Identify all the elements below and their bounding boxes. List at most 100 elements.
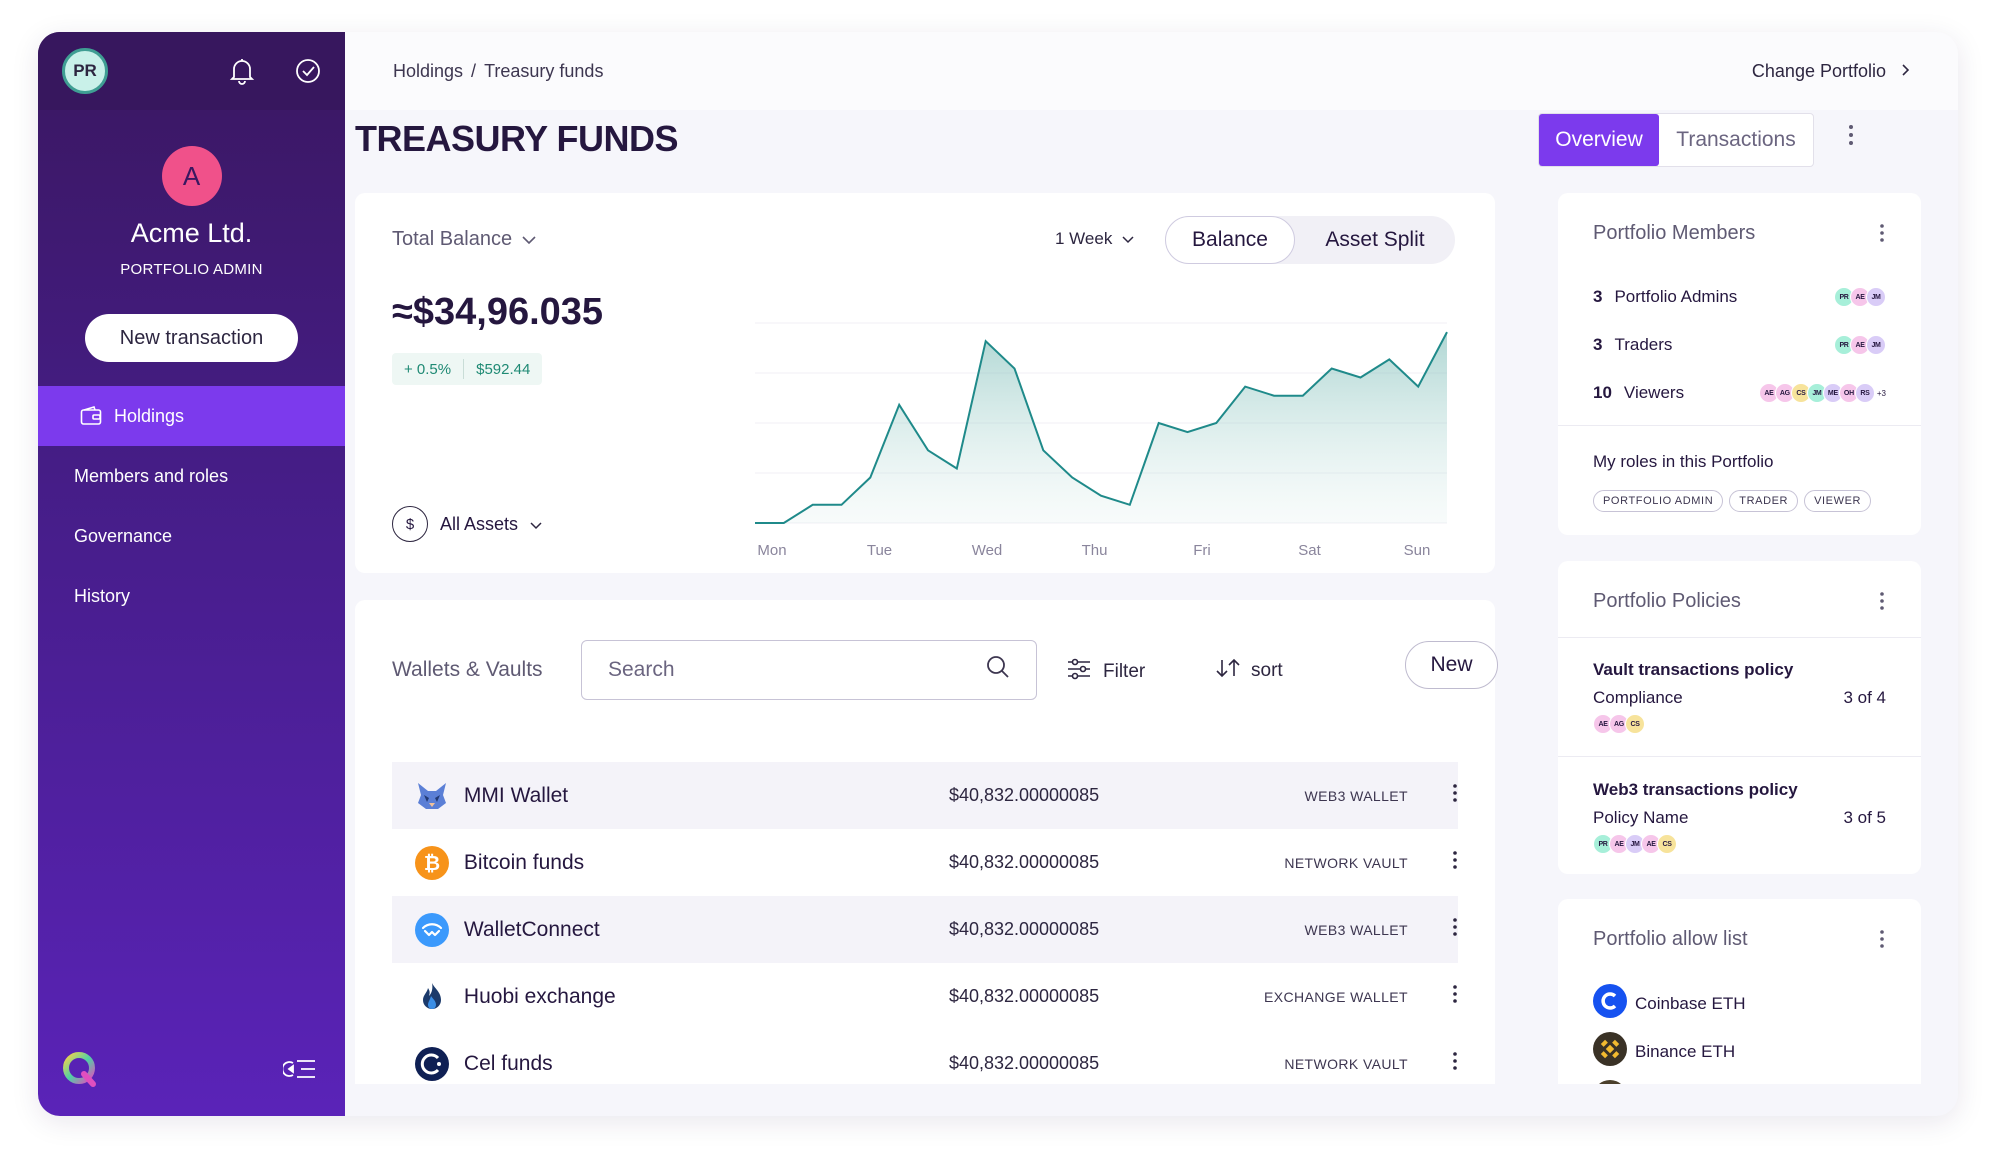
members-title: Portfolio Members [1593,222,1756,244]
policy-item[interactable]: Web3 transactions policy Policy Name 3 o… [1593,780,1886,854]
member-label: Traders [1614,335,1673,354]
wallet-amount: $40,832.00000085 [948,1053,1100,1073]
policy-name: Vault transactions policy [1593,660,1794,679]
sidebar-topbar: PR [38,32,345,110]
wallet-row[interactable]: ₿ Bitcoin funds $40,832.00000085 NETWORK… [392,829,1458,896]
period-select[interactable]: 1 Week [1055,229,1134,249]
wallet-name: MMI Wallet [463,783,569,807]
chart-area [755,332,1447,523]
members-more-icon[interactable] [1879,223,1885,248]
wallet-row[interactable]: Cel funds $40,832.00000085 NETWORK VAULT [392,1030,1458,1097]
avatar: JM [1866,287,1886,307]
allow-list-item[interactable]: Binance ETH [1593,1032,1735,1071]
toggle-asset-split[interactable]: Asset Split [1325,228,1425,251]
tab-overview[interactable]: Overview [1539,114,1659,166]
wallet-row[interactable]: WalletConnect $40,832.00000085 WEB3 WALL… [392,896,1458,963]
chart-x-tick-label: Thu [1082,542,1108,559]
avatar-stack: AE AG CS [1593,714,1886,734]
avatar-stack: PR AE JM [1834,335,1886,355]
check-circle-icon[interactable] [295,58,321,84]
sidebar-item-governance[interactable]: Governance [38,506,345,566]
row-more-icon[interactable] [1452,850,1458,876]
member-row-viewers[interactable]: 10 Viewers AE AG CS JM ME OH RS +3 [1593,383,1886,403]
policies-more-icon[interactable] [1879,591,1885,616]
wallet-name: Cel funds [463,1051,553,1075]
member-label: Portfolio Admins [1614,287,1738,306]
avatar-stack: AE AG CS JM ME OH RS +3 [1758,383,1886,403]
topbar: Holdings / Treasury funds Change Portfolio [345,32,1958,110]
allow-list-name: Coinbase ETH [1635,993,1746,1013]
avatar-more-count: +3 [1876,388,1886,398]
balance-card: Total Balance ≈$34,96.035 + 0.5% $592.44… [355,193,1495,573]
member-row-admins[interactable]: 3 Portfolio Admins PR AE JM [1593,287,1886,307]
allow-list-name: Binance ETH [1635,1041,1736,1061]
period-label: 1 Week [1055,229,1113,248]
my-roles-title: My roles in this Portfolio [1593,452,1774,471]
change-portfolio-link[interactable]: Change Portfolio [1752,61,1910,82]
avatar: AE [1850,287,1870,307]
balance-change-pct: + 0.5% [404,360,452,378]
breadcrumb-current: Treasury funds [484,60,604,81]
member-count: 3 [1593,287,1603,306]
breadcrumb: Holdings / Treasury funds [393,61,603,82]
portfolio-members-card: Portfolio Members 3 Portfolio Admins PR … [1558,193,1921,535]
new-transaction-button[interactable]: New transaction [85,314,298,362]
wallet-icon [80,406,102,426]
token-icon [1593,1080,1627,1084]
member-row-traders[interactable]: 3 Traders PR AE JM [1593,335,1886,355]
row-more-icon[interactable] [1452,917,1458,943]
org-block: A Acme Ltd. PORTFOLIO ADMIN [38,146,345,278]
wallet-row[interactable]: MMI Wallet $40,832.00000085 WEB3 WALLET [392,762,1458,829]
avatar: JM [1866,335,1886,355]
user-avatar[interactable]: PR [62,48,108,94]
allow-list-item[interactable]: Coinbase ETH [1593,984,1746,1023]
filter-button[interactable]: Filter [1067,658,1145,686]
sidebar-footer [60,1049,317,1094]
chart-x-tick-label: Wed [972,542,1003,559]
divider [463,359,465,379]
total-balance-dropdown[interactable]: Total Balance [392,228,536,251]
divider [1558,425,1921,426]
sidebar-item-holdings[interactable]: Holdings [38,386,345,446]
chevron-right-icon [1900,61,1910,82]
avatar: PR [1593,834,1613,854]
asset-filter-dropdown[interactable]: $ All Assets [392,506,542,542]
search-input[interactable]: Search [581,640,1037,700]
fox-icon [414,778,450,814]
sidebar-item-label: Governance [74,525,173,546]
wallet-amount: $40,832.00000085 [948,919,1100,939]
sort-button[interactable]: sort [1215,658,1283,684]
chart-x-tick-label: Sun [1404,542,1431,559]
portfolio-allow-list-card: Portfolio allow list Coinbase ETH Binanc… [1558,899,1921,1084]
sort-label: sort [1251,660,1283,681]
new-wallet-button[interactable]: New [1405,641,1498,689]
bell-icon[interactable] [229,57,255,85]
policy-count: 3 of 5 [1843,808,1886,827]
breadcrumb-holdings[interactable]: Holdings [393,60,464,81]
page-more-icon[interactable] [1848,124,1854,151]
org-avatar: A [161,146,222,206]
sidebar-item-history[interactable]: History [38,566,345,626]
row-more-icon[interactable] [1452,1051,1458,1077]
row-more-icon[interactable] [1452,783,1458,809]
sidebar-item-members[interactable]: Members and roles [38,446,345,506]
divider [1558,637,1921,638]
row-more-icon[interactable] [1452,984,1458,1010]
org-role: PORTFOLIO ADMIN [120,261,263,278]
policy-subtitle: Compliance [1593,688,1683,707]
svg-text:₿: ₿ [424,851,440,875]
avatar: CS [1657,834,1677,854]
app-logo-icon [60,1049,100,1094]
allow-list-item[interactable] [1593,1080,1627,1084]
policy-item[interactable]: Vault transactions policy Compliance 3 o… [1593,660,1886,734]
wallets-card: Wallets & Vaults Search Filter sort New … [355,600,1498,1084]
collapse-menu-icon[interactable] [281,1056,317,1087]
toggle-balance[interactable]: Balance [1165,216,1295,264]
sort-icon [1215,658,1241,684]
wallet-row[interactable]: Huobi exchange $40,832.00000085 EXCHANGE… [392,963,1458,1030]
allow-list-more-icon[interactable] [1879,929,1885,954]
tab-transactions[interactable]: Transactions [1676,128,1796,151]
policy-count: 3 of 4 [1843,688,1886,707]
wallet-type: NETWORK VAULT [1284,1055,1408,1072]
sidebar-nav: Holdings Members and roles Governance Hi… [38,386,345,626]
